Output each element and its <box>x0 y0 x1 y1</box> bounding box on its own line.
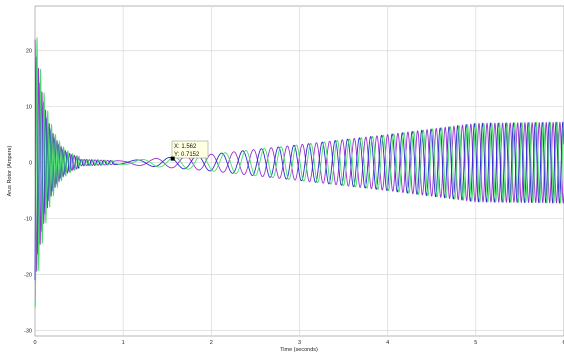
datatip-x: X: 1.562 <box>174 144 197 150</box>
y-tick-label: -10 <box>24 217 32 223</box>
x-tick-label: 5 <box>474 340 477 346</box>
series-line-3 <box>34 37 564 309</box>
y-tick-label: 20 <box>26 49 32 55</box>
grid-lines <box>35 6 564 336</box>
tick-labels: 0 1 2 3 4 5 6 -30 -20 -10 0 10 20 <box>24 49 564 346</box>
x-tick-label: 2 <box>210 340 213 346</box>
datatip[interactable]: X: 1.562 Y: 0.7152 <box>170 140 209 161</box>
datatip-marker[interactable] <box>170 156 175 161</box>
y-tick-label: -20 <box>24 272 32 278</box>
series-line-2 <box>34 56 564 281</box>
datatip-box <box>171 140 209 159</box>
x-tick-label: 1 <box>122 340 125 346</box>
y-tick-label: -30 <box>24 328 32 334</box>
y-tick-label: 0 <box>29 161 32 167</box>
x-tick-label: 3 <box>298 340 301 346</box>
datatip-y: Y: 0.7152 <box>174 152 200 158</box>
y-tick-label: 10 <box>26 105 32 111</box>
x-tick-label: 0 <box>33 340 36 346</box>
x-tick-label: 6 <box>562 340 564 346</box>
x-axis-title: Time (seconds) <box>280 347 318 353</box>
series-lines <box>34 37 564 309</box>
x-tick-label: 4 <box>386 340 389 346</box>
y-axis-title: Arus Rotor (Ampere) <box>7 145 13 196</box>
